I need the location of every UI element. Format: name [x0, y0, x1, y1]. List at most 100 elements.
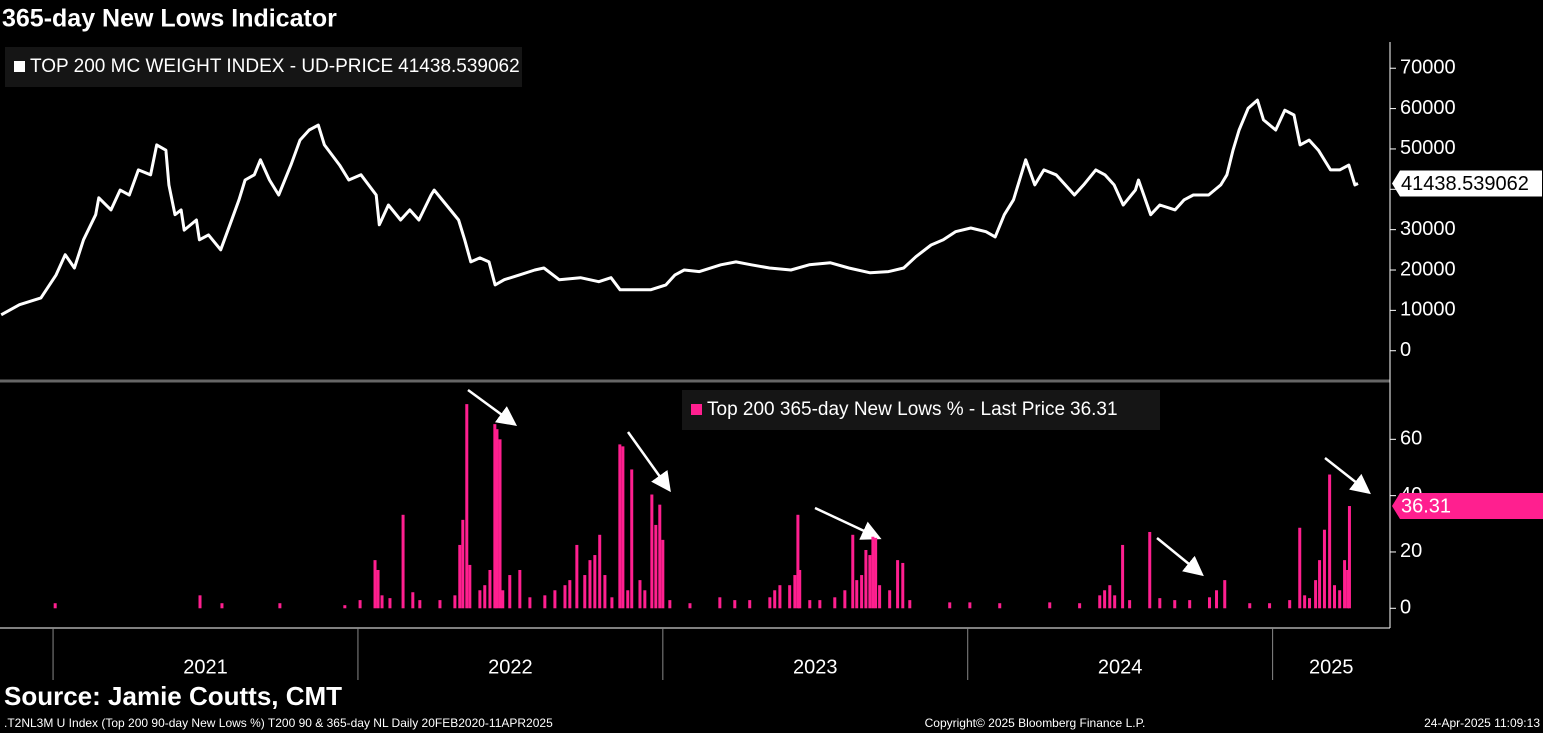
last-value-tag: [1392, 170, 1542, 197]
bar: [864, 549, 868, 609]
bar: [1288, 600, 1292, 609]
bar: [498, 439, 502, 609]
bar: [438, 600, 442, 609]
legend-last-price: 41438.539062: [398, 56, 520, 77]
bar: [1333, 585, 1337, 609]
y-tick-label: 0: [1400, 339, 1411, 361]
bar: [575, 544, 579, 609]
bar: [1347, 506, 1351, 609]
x-tick-label: 2023: [793, 656, 838, 678]
bar: [1113, 595, 1117, 609]
bar: [376, 569, 380, 609]
bar: [380, 595, 384, 609]
bar: [968, 602, 972, 609]
bar: [768, 597, 772, 609]
bar: [501, 590, 505, 609]
bar: [1298, 527, 1302, 609]
bar: [1248, 603, 1252, 609]
footer-right: 24-Apr-2025 11:09:13: [1424, 716, 1540, 730]
bar: [888, 590, 892, 609]
bar: [388, 598, 392, 609]
y-tick-label: 20000: [1400, 258, 1456, 280]
bar: [643, 590, 647, 609]
bar: [778, 585, 782, 609]
bar: [788, 585, 792, 609]
bar: [461, 519, 465, 609]
bar: [373, 560, 377, 609]
bar: [626, 590, 630, 609]
bar: [948, 602, 952, 609]
bar: [1308, 598, 1312, 609]
bar: [1173, 600, 1177, 609]
bar: [618, 444, 622, 609]
bar: [638, 580, 642, 609]
source: Source: Jamie Coutts, CMT: [4, 681, 342, 711]
legend-label: Top 200 365-day New Lows % - Last Price 3…: [707, 399, 1118, 420]
bar: [718, 597, 722, 609]
bar: [808, 600, 812, 609]
bar: [508, 575, 512, 609]
bar: [1223, 580, 1227, 609]
bar: [1048, 602, 1052, 609]
bar: [1103, 590, 1107, 609]
arrow: [467, 388, 518, 426]
bar: [593, 555, 597, 609]
y-tick-label: 70000: [1400, 57, 1456, 79]
bar: [1322, 529, 1326, 609]
legend-box: [682, 390, 1160, 430]
last-value-label: 41438.539062: [1401, 173, 1529, 195]
bar: [668, 600, 672, 609]
y-tick-label: 50000: [1400, 137, 1456, 159]
bar: [658, 504, 662, 609]
bar: [198, 595, 202, 609]
bar: [650, 494, 654, 609]
bar: [598, 534, 602, 609]
bar: [818, 600, 822, 609]
bar: [220, 603, 224, 609]
bar: [493, 424, 497, 609]
chart-title: 365-day New Lows Indicator: [2, 5, 337, 33]
bar: [458, 544, 462, 609]
bar: [1078, 603, 1082, 609]
legend: TOP 200 MC WEIGHT INDEX - UD-PRICE 41438.…: [5, 47, 522, 87]
bar: [478, 590, 482, 609]
bar: [418, 600, 422, 609]
bar: [488, 569, 492, 609]
legend-label: TOP 200 MC WEIGHT INDEX - UD-PRICE 41438.…: [30, 56, 520, 77]
bar: [603, 575, 607, 609]
y-tick-label: 20: [1400, 540, 1422, 562]
bar: [851, 534, 855, 609]
bar: [654, 524, 658, 609]
bar: [833, 597, 837, 609]
last-value-label: 36.31: [1401, 495, 1451, 517]
bar: [358, 600, 362, 609]
bar: [688, 603, 692, 609]
bar: [543, 595, 547, 609]
bar: [583, 575, 587, 609]
bar: [1303, 595, 1307, 609]
footer-left: .T2NL3M U Index (Top 200 90-day New Lows…: [4, 716, 553, 730]
bar: [796, 514, 800, 609]
bar: [1148, 531, 1152, 609]
bar: [748, 600, 752, 609]
y-tick-label: 60000: [1400, 97, 1456, 119]
bar: [773, 590, 777, 609]
bar: [1268, 603, 1272, 609]
y-tick-label: 0: [1400, 597, 1411, 619]
y-tick-label: 10000: [1400, 299, 1456, 321]
bar: [468, 564, 472, 609]
bar: [860, 575, 864, 609]
bar: [661, 539, 665, 609]
bar: [588, 560, 592, 609]
x-tick-label: 2021: [183, 656, 228, 678]
legend-last-price: 36.31: [1070, 399, 1118, 420]
bar: [1328, 474, 1332, 609]
bar: [1343, 560, 1347, 609]
bar: [998, 603, 1002, 609]
last-value-tag: [1392, 493, 1543, 520]
bar: [1346, 569, 1350, 609]
bar: [453, 595, 457, 609]
bar: [1338, 590, 1342, 609]
bar: [610, 597, 614, 609]
